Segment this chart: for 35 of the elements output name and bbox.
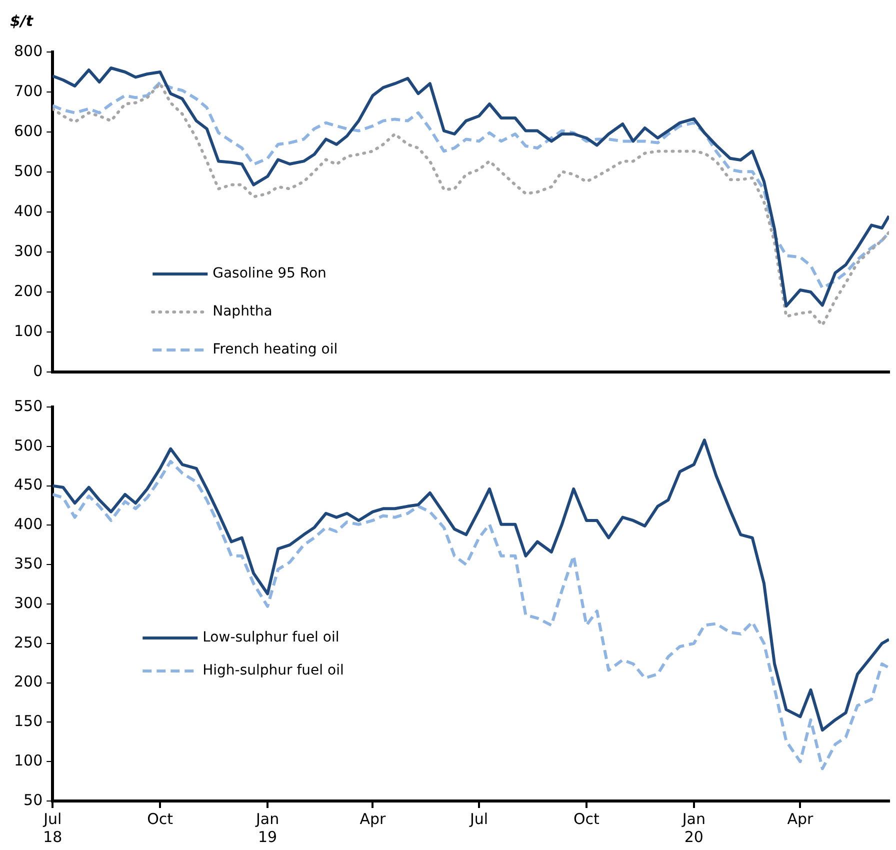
x-tick-label: Jan 20 <box>681 810 706 846</box>
x-tick-label: Jul <box>468 810 488 828</box>
y-tick-label: 50 <box>24 790 43 809</box>
y-tick-label: 400 <box>14 515 43 534</box>
legend-label: High-sulphur fuel oil <box>202 662 344 679</box>
y-tick-label: 300 <box>14 242 43 260</box>
legend-label: French heating oil <box>212 342 338 358</box>
y-tick-label: 800 <box>14 42 43 60</box>
y-tick-label: 250 <box>14 633 43 652</box>
y-tick-label: 350 <box>14 554 43 572</box>
y-tick-label: 700 <box>14 82 43 100</box>
x-tick-label: Jan 19 <box>255 810 280 846</box>
y-tick-label: 150 <box>14 712 43 730</box>
x-tick-label: Apr <box>360 810 386 828</box>
legend-label: Low-sulphur fuel oil <box>202 630 340 646</box>
y-tick-label: 200 <box>14 672 43 691</box>
y-tick-label: 0 <box>33 362 43 380</box>
x-tick-label: Apr <box>787 810 814 828</box>
x-tick-label: Jul 18 <box>42 810 62 846</box>
x-tick-label: Oct <box>573 810 600 828</box>
legend-label: Gasoline 95 Ron <box>212 266 326 282</box>
y-tick-label: 100 <box>14 322 43 340</box>
y-tick-label: 550 <box>14 396 43 415</box>
y-tick-label: 500 <box>14 436 43 454</box>
x-tick-label: Oct <box>147 810 174 828</box>
y-tick-label: 600 <box>14 122 43 140</box>
y-tick-label: 300 <box>14 594 43 612</box>
y-axis-title: $/t <box>10 12 34 30</box>
y-tick-label: 500 <box>14 162 43 180</box>
line-series <box>52 460 889 770</box>
y-tick-label: 100 <box>14 751 43 770</box>
y-tick-label: 450 <box>14 476 43 494</box>
legend-label: Naphtha <box>212 304 272 320</box>
y-tick-label: 400 <box>14 202 43 220</box>
y-tick-label: 200 <box>14 282 43 300</box>
